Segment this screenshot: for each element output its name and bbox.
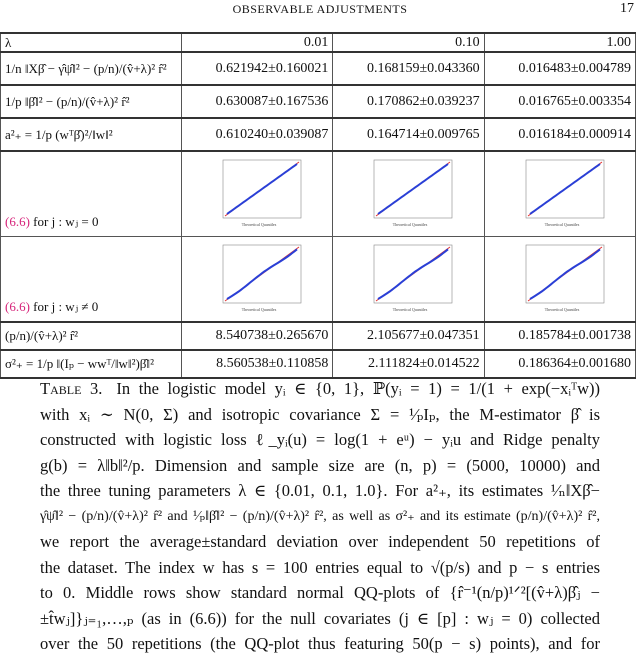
qq-plot-figure: Theoretical Quantiles xyxy=(222,244,302,312)
caption-line: with xᵢ ∼ N(0, Σ) and isotropic covarian… xyxy=(40,404,600,424)
caption-line: g(b) = λ‖b‖²/p. Dimension and sample siz… xyxy=(40,455,600,475)
qq-points xyxy=(529,248,601,300)
plot-frame xyxy=(222,159,302,218)
qq-points xyxy=(377,162,450,215)
row-label: a²₊ = 1/p (wᵀβ̂)²/‖w‖² xyxy=(0,118,182,151)
qq-points xyxy=(377,248,450,300)
cell: 0.164714±0.009765 xyxy=(332,118,485,151)
header-col: 0.10 xyxy=(332,33,485,52)
caption-line: ±t̂wⱼ]}ⱼ₌₁,…,ₚ (as in (6.6)) for the nul… xyxy=(40,608,600,628)
cell: 8.560538±0.110858 xyxy=(180,350,334,378)
x-axis-label: Theoretical Quantiles xyxy=(242,222,277,227)
header-col: 1.00 xyxy=(483,33,637,52)
table-row: 1/p ‖β̂‖² − (p/n)/(v̂+λ)² r̂² 0.630087±0… xyxy=(0,85,637,118)
plot-frame xyxy=(374,244,453,303)
results-table: λ 0.01 0.10 1.00 1/n ‖Xβ̂ − γ̂ψ̂‖² − (p/… xyxy=(0,32,637,379)
table-header-row: λ 0.01 0.10 1.00 xyxy=(0,33,637,52)
qq-points xyxy=(226,248,298,300)
caption-line: γ̂ψ̂‖² − (p/n)/(v̂+λ)² r̂² and ¹⁄ₚ‖β̂‖² … xyxy=(40,508,600,524)
qq-plot-figure: Theoretical Quantiles xyxy=(525,159,605,227)
x-axis-label: Theoretical Quantiles xyxy=(393,307,428,312)
plot-frame xyxy=(525,159,605,218)
row-label-text: for j : wⱼ = 0 xyxy=(29,214,99,229)
cell: 0.621942±0.160021 xyxy=(180,52,334,85)
row-label: (p/n)/(v̂+λ)² r̂² xyxy=(0,322,182,350)
caption-line: constructed with logistic loss ℓ_yᵢ(u) =… xyxy=(40,430,600,449)
row-label: 1/p ‖β̂‖² − (p/n)/(v̂+λ)² r̂² xyxy=(0,85,182,118)
qq-plot-figure: Theoretical Quantiles xyxy=(525,244,605,312)
table-row: σ²₊ = 1/p ‖(Iₚ − wwᵀ/‖w‖²)β̂‖² 8.560538±… xyxy=(0,350,637,378)
caption-line: the dataset. The index w has s = 100 ent… xyxy=(40,557,600,577)
qq-row-null: (6.6) for j : wⱼ = 0 Theoretical Quantil… xyxy=(0,151,637,237)
running-title: OBSERVABLE ADJUSTMENTS xyxy=(232,2,408,16)
x-axis-label: Theoretical Quantiles xyxy=(242,307,277,312)
caption-label: Table 3. xyxy=(40,379,103,398)
caption-text: In the logistic model yᵢ ∈ {0, 1}, ℙ(yᵢ … xyxy=(116,379,600,398)
qq-points xyxy=(226,162,298,215)
qq-plot: Theoretical Quantiles xyxy=(483,151,637,237)
table-row: a²₊ = 1/p (wᵀβ̂)²/‖w‖² 0.610240±0.039087… xyxy=(0,118,637,151)
page-number: 17 xyxy=(620,1,634,16)
qq-plot-figure: Theoretical Quantiles xyxy=(222,159,302,227)
caption-line: over the 50 repetitions (the QQ-plot thu… xyxy=(40,634,600,653)
header-col: 0.01 xyxy=(180,33,334,52)
cell: 0.610240±0.039087 xyxy=(180,118,334,151)
cell: 0.186364±0.001680 xyxy=(483,350,637,378)
qq-row-nonnull: (6.6) for j : wⱼ ≠ 0 Theoretical Quantil… xyxy=(0,236,637,322)
cell: 0.630087±0.167536 xyxy=(180,85,334,118)
plot-frame xyxy=(222,244,302,303)
cell: 2.111824±0.014522 xyxy=(332,350,485,378)
cell: 0.016765±0.003354 xyxy=(483,85,637,118)
cell: 0.016483±0.004789 xyxy=(483,52,637,85)
row-label-text: for j : wⱼ ≠ 0 xyxy=(29,299,99,314)
cell: 0.168159±0.043360 xyxy=(332,52,485,85)
qq-plot: Theoretical Quantiles xyxy=(332,151,485,237)
cell: 2.105677±0.047351 xyxy=(332,322,485,350)
cell: 0.185784±0.001738 xyxy=(483,322,637,350)
table-row: (p/n)/(v̂+λ)² r̂² 8.540738±0.265670 2.10… xyxy=(0,322,637,350)
caption-line: Table 3. In the logistic model yᵢ ∈ {0, 1… xyxy=(40,376,600,402)
header-lambda: λ xyxy=(0,33,182,52)
table-caption: Table 3. In the logistic model yᵢ ∈ {0, 1… xyxy=(40,376,600,657)
x-axis-label: Theoretical Quantiles xyxy=(545,222,580,227)
table-row: 1/n ‖Xβ̂ − γ̂ψ̂‖² − (p/n)/(v̂+λ)² r̂² 0.… xyxy=(0,52,637,85)
equation-ref-link[interactable]: (6.6) xyxy=(5,214,30,229)
caption-line: we report the average±standard deviation… xyxy=(40,532,600,551)
caption-line: the three tuning parameters λ ∈ {0.01, 0… xyxy=(40,481,600,500)
qq-points xyxy=(529,162,601,215)
plot-frame xyxy=(374,159,453,218)
qq-plot: Theoretical Quantiles xyxy=(483,236,637,322)
row-label: σ²₊ = 1/p ‖(Iₚ − wwᵀ/‖w‖²)β̂‖² xyxy=(0,350,182,378)
cell: 0.170862±0.039237 xyxy=(332,85,485,118)
qq-plot: Theoretical Quantiles xyxy=(180,151,334,237)
row-label: (6.6) for j : wⱼ ≠ 0 xyxy=(0,236,182,322)
cell: 0.016184±0.000914 xyxy=(483,118,637,151)
equation-ref-link[interactable]: (6.6) xyxy=(5,299,30,314)
row-label: 1/n ‖Xβ̂ − γ̂ψ̂‖² − (p/n)/(v̂+λ)² r̂² xyxy=(0,52,182,85)
qq-plot: Theoretical Quantiles xyxy=(180,236,334,322)
x-axis-label: Theoretical Quantiles xyxy=(393,222,428,227)
cell: 8.540738±0.265670 xyxy=(180,322,334,350)
qq-plot-figure: Theoretical Quantiles xyxy=(374,244,453,312)
qq-plot-figure: Theoretical Quantiles xyxy=(374,159,453,227)
qq-plot: Theoretical Quantiles xyxy=(332,236,485,322)
x-axis-label: Theoretical Quantiles xyxy=(545,307,580,312)
caption-line: to 0. Middle rows show standard normal Q… xyxy=(40,583,600,602)
row-label: (6.6) for j : wⱼ = 0 xyxy=(0,151,182,237)
plot-frame xyxy=(525,244,605,303)
